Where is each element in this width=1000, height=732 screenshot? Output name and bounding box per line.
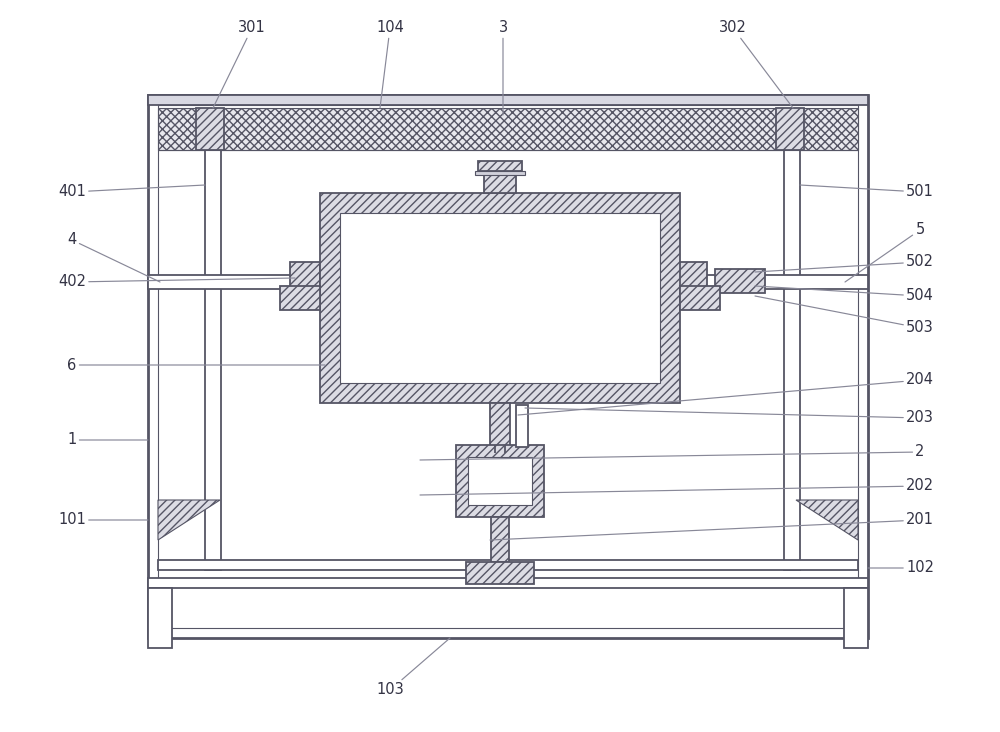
Text: 101: 101 (58, 512, 148, 528)
Bar (478, 161, 522, 171)
Bar (677, 262, 707, 300)
Polygon shape (158, 500, 220, 540)
Polygon shape (796, 500, 858, 540)
Bar (340, 213, 660, 383)
Text: 5: 5 (845, 223, 925, 282)
Text: 202: 202 (420, 479, 934, 495)
Bar (148, 275, 323, 289)
Bar (491, 517, 509, 562)
Bar (148, 95, 868, 638)
Bar (715, 269, 765, 293)
Bar (475, 171, 525, 175)
Text: 501: 501 (800, 184, 934, 200)
Bar (196, 108, 224, 150)
Bar (158, 560, 858, 570)
Bar (148, 588, 172, 648)
Bar (290, 262, 320, 300)
Bar (677, 275, 868, 289)
Text: 502: 502 (755, 255, 934, 272)
Text: 504: 504 (755, 286, 934, 304)
Text: 401: 401 (58, 184, 205, 200)
Text: 2: 2 (420, 444, 925, 460)
Text: 302: 302 (719, 20, 793, 108)
Bar (158, 105, 858, 628)
Text: 402: 402 (58, 274, 295, 289)
Bar (148, 578, 868, 588)
Text: 103: 103 (376, 638, 450, 698)
Bar (456, 445, 544, 517)
Bar (320, 193, 680, 403)
Bar (280, 286, 320, 310)
Bar (844, 588, 868, 648)
Text: 4: 4 (67, 233, 160, 282)
Text: 102: 102 (868, 561, 934, 575)
Bar (784, 150, 800, 570)
Text: 203: 203 (525, 408, 934, 425)
Text: 1: 1 (67, 433, 148, 447)
Text: 6: 6 (67, 357, 325, 373)
Bar (158, 108, 858, 150)
Text: 104: 104 (376, 20, 404, 108)
Bar (680, 286, 720, 310)
Bar (484, 171, 516, 193)
Bar (466, 562, 534, 584)
Text: 201: 201 (490, 512, 934, 540)
Bar (776, 108, 804, 150)
Bar (516, 405, 528, 447)
Bar (490, 403, 510, 453)
Bar (148, 95, 868, 105)
Text: 301: 301 (213, 20, 266, 108)
Text: 3: 3 (498, 20, 508, 115)
Text: 503: 503 (755, 296, 934, 335)
Bar (205, 150, 221, 570)
Bar (468, 457, 532, 505)
Text: 204: 204 (518, 373, 934, 415)
